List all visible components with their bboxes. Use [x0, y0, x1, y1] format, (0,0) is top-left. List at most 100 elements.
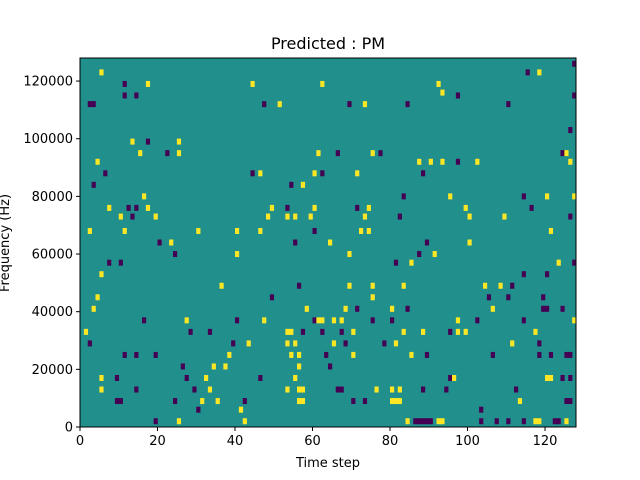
heatmap-cell: [258, 170, 263, 177]
heatmap-cell: [176, 138, 182, 145]
heatmap-cell: [316, 317, 321, 324]
heatmap-cell: [502, 213, 507, 220]
heatmap-cell: [452, 374, 457, 381]
heatmap-cell: [176, 150, 182, 157]
heatmap-cell: [339, 317, 344, 324]
heatmap-cell: [405, 305, 410, 312]
heatmap-cell: [479, 418, 484, 425]
heatmap-cell: [475, 317, 480, 324]
heatmap-cell: [374, 386, 379, 393]
heatmap-cell: [537, 351, 542, 358]
heatmap-cell: [235, 251, 240, 258]
heatmap-cell: [200, 398, 205, 405]
heatmap-cell: [242, 398, 247, 405]
heatmap-cell: [455, 158, 461, 165]
heatmap-cell: [564, 398, 569, 405]
heatmap-cell: [506, 294, 511, 301]
heatmap-cell: [393, 398, 399, 405]
heatmap-cell: [145, 138, 151, 145]
heatmap-cell: [297, 363, 302, 370]
heatmap-cell: [533, 328, 538, 335]
heatmap-cell: [568, 398, 573, 405]
heatmap-cell: [428, 418, 433, 425]
y-tick-label: 120000: [23, 75, 73, 90]
heatmap-cell: [219, 282, 224, 289]
heatmap-cell: [397, 398, 402, 405]
heatmap-cell: [521, 193, 526, 200]
heatmap-cell: [285, 204, 290, 211]
heatmap-cell: [572, 193, 577, 200]
heatmap-cell: [463, 204, 468, 211]
x-tick-label: 120: [533, 434, 558, 449]
y-tick-label: 60000: [32, 248, 73, 263]
heatmap-cell: [130, 138, 135, 145]
heatmap-cell: [134, 351, 139, 358]
heatmap-cell: [405, 101, 410, 108]
heatmap-cell: [126, 204, 131, 211]
heatmap-cell: [355, 204, 360, 211]
heatmap-cell: [370, 150, 375, 157]
heatmap-cell: [417, 418, 422, 425]
heatmap-cell: [335, 150, 340, 157]
y-axis-label: Frequency (Hz): [0, 194, 13, 292]
heatmap-cell: [494, 418, 499, 425]
heatmap-cell: [250, 80, 255, 87]
heatmap-cell: [238, 406, 244, 413]
heatmap-cell: [506, 101, 511, 108]
heatmap-cell: [227, 351, 232, 358]
heatmap-cell: [285, 213, 290, 220]
heatmap-cell: [134, 92, 139, 99]
heatmap-cell: [207, 386, 213, 393]
heatmap-cell: [235, 317, 240, 324]
heatmap-cell: [293, 239, 298, 246]
heatmap-cell: [568, 351, 573, 358]
heatmap-cell: [455, 317, 461, 324]
heatmap-cell: [328, 363, 333, 370]
heatmap-cell: [572, 259, 577, 266]
heatmap-cell: [153, 418, 158, 425]
heatmap-cell: [300, 328, 306, 335]
heatmap-cell: [99, 271, 104, 278]
heatmap-cell: [347, 251, 352, 258]
heatmap-cell: [293, 340, 298, 347]
heatmap-cell: [324, 351, 329, 358]
heatmap-cell: [173, 251, 178, 258]
heatmap-cell: [405, 418, 410, 425]
heatmap-cell: [355, 170, 360, 177]
heatmap-cell: [91, 305, 96, 312]
heatmap-cell: [560, 150, 565, 157]
heatmap-cell: [118, 398, 123, 405]
heatmap-cell: [390, 386, 395, 393]
heatmap-cell: [297, 351, 302, 358]
heatmap-cell: [285, 386, 290, 393]
heatmap-cell: [145, 204, 151, 211]
heatmap-cell: [424, 418, 430, 425]
heatmap-cell: [304, 305, 309, 312]
heatmap-cell: [366, 204, 371, 211]
heatmap-cell: [545, 193, 550, 200]
heatmap-cell: [188, 328, 193, 335]
heatmap-cell: [293, 374, 298, 381]
heatmap-cell: [343, 305, 348, 312]
heatmap-cell: [246, 340, 251, 347]
heatmap-cell: [537, 418, 542, 425]
heatmap-cell: [165, 150, 170, 157]
heatmap-cell: [552, 418, 557, 425]
chart-title: Predicted : PM: [271, 34, 385, 53]
heatmap-cell: [421, 386, 426, 393]
heatmap-cell: [196, 406, 201, 413]
heatmap-cell: [122, 80, 127, 87]
heatmap-cell: [91, 101, 96, 108]
heatmap-cell: [397, 386, 402, 393]
heatmap-cell: [328, 239, 333, 246]
heatmap-cell: [145, 80, 151, 87]
heatmap-cell: [308, 213, 313, 220]
heatmap-cell: [142, 193, 147, 200]
heatmap-cell: [560, 305, 565, 312]
heatmap-cell: [204, 374, 209, 381]
heatmap-cell: [366, 227, 371, 234]
heatmap-cell: [510, 340, 515, 347]
x-axis-label: Time step: [295, 456, 360, 471]
heatmap-cell: [525, 69, 530, 76]
heatmap-cell: [541, 305, 546, 312]
